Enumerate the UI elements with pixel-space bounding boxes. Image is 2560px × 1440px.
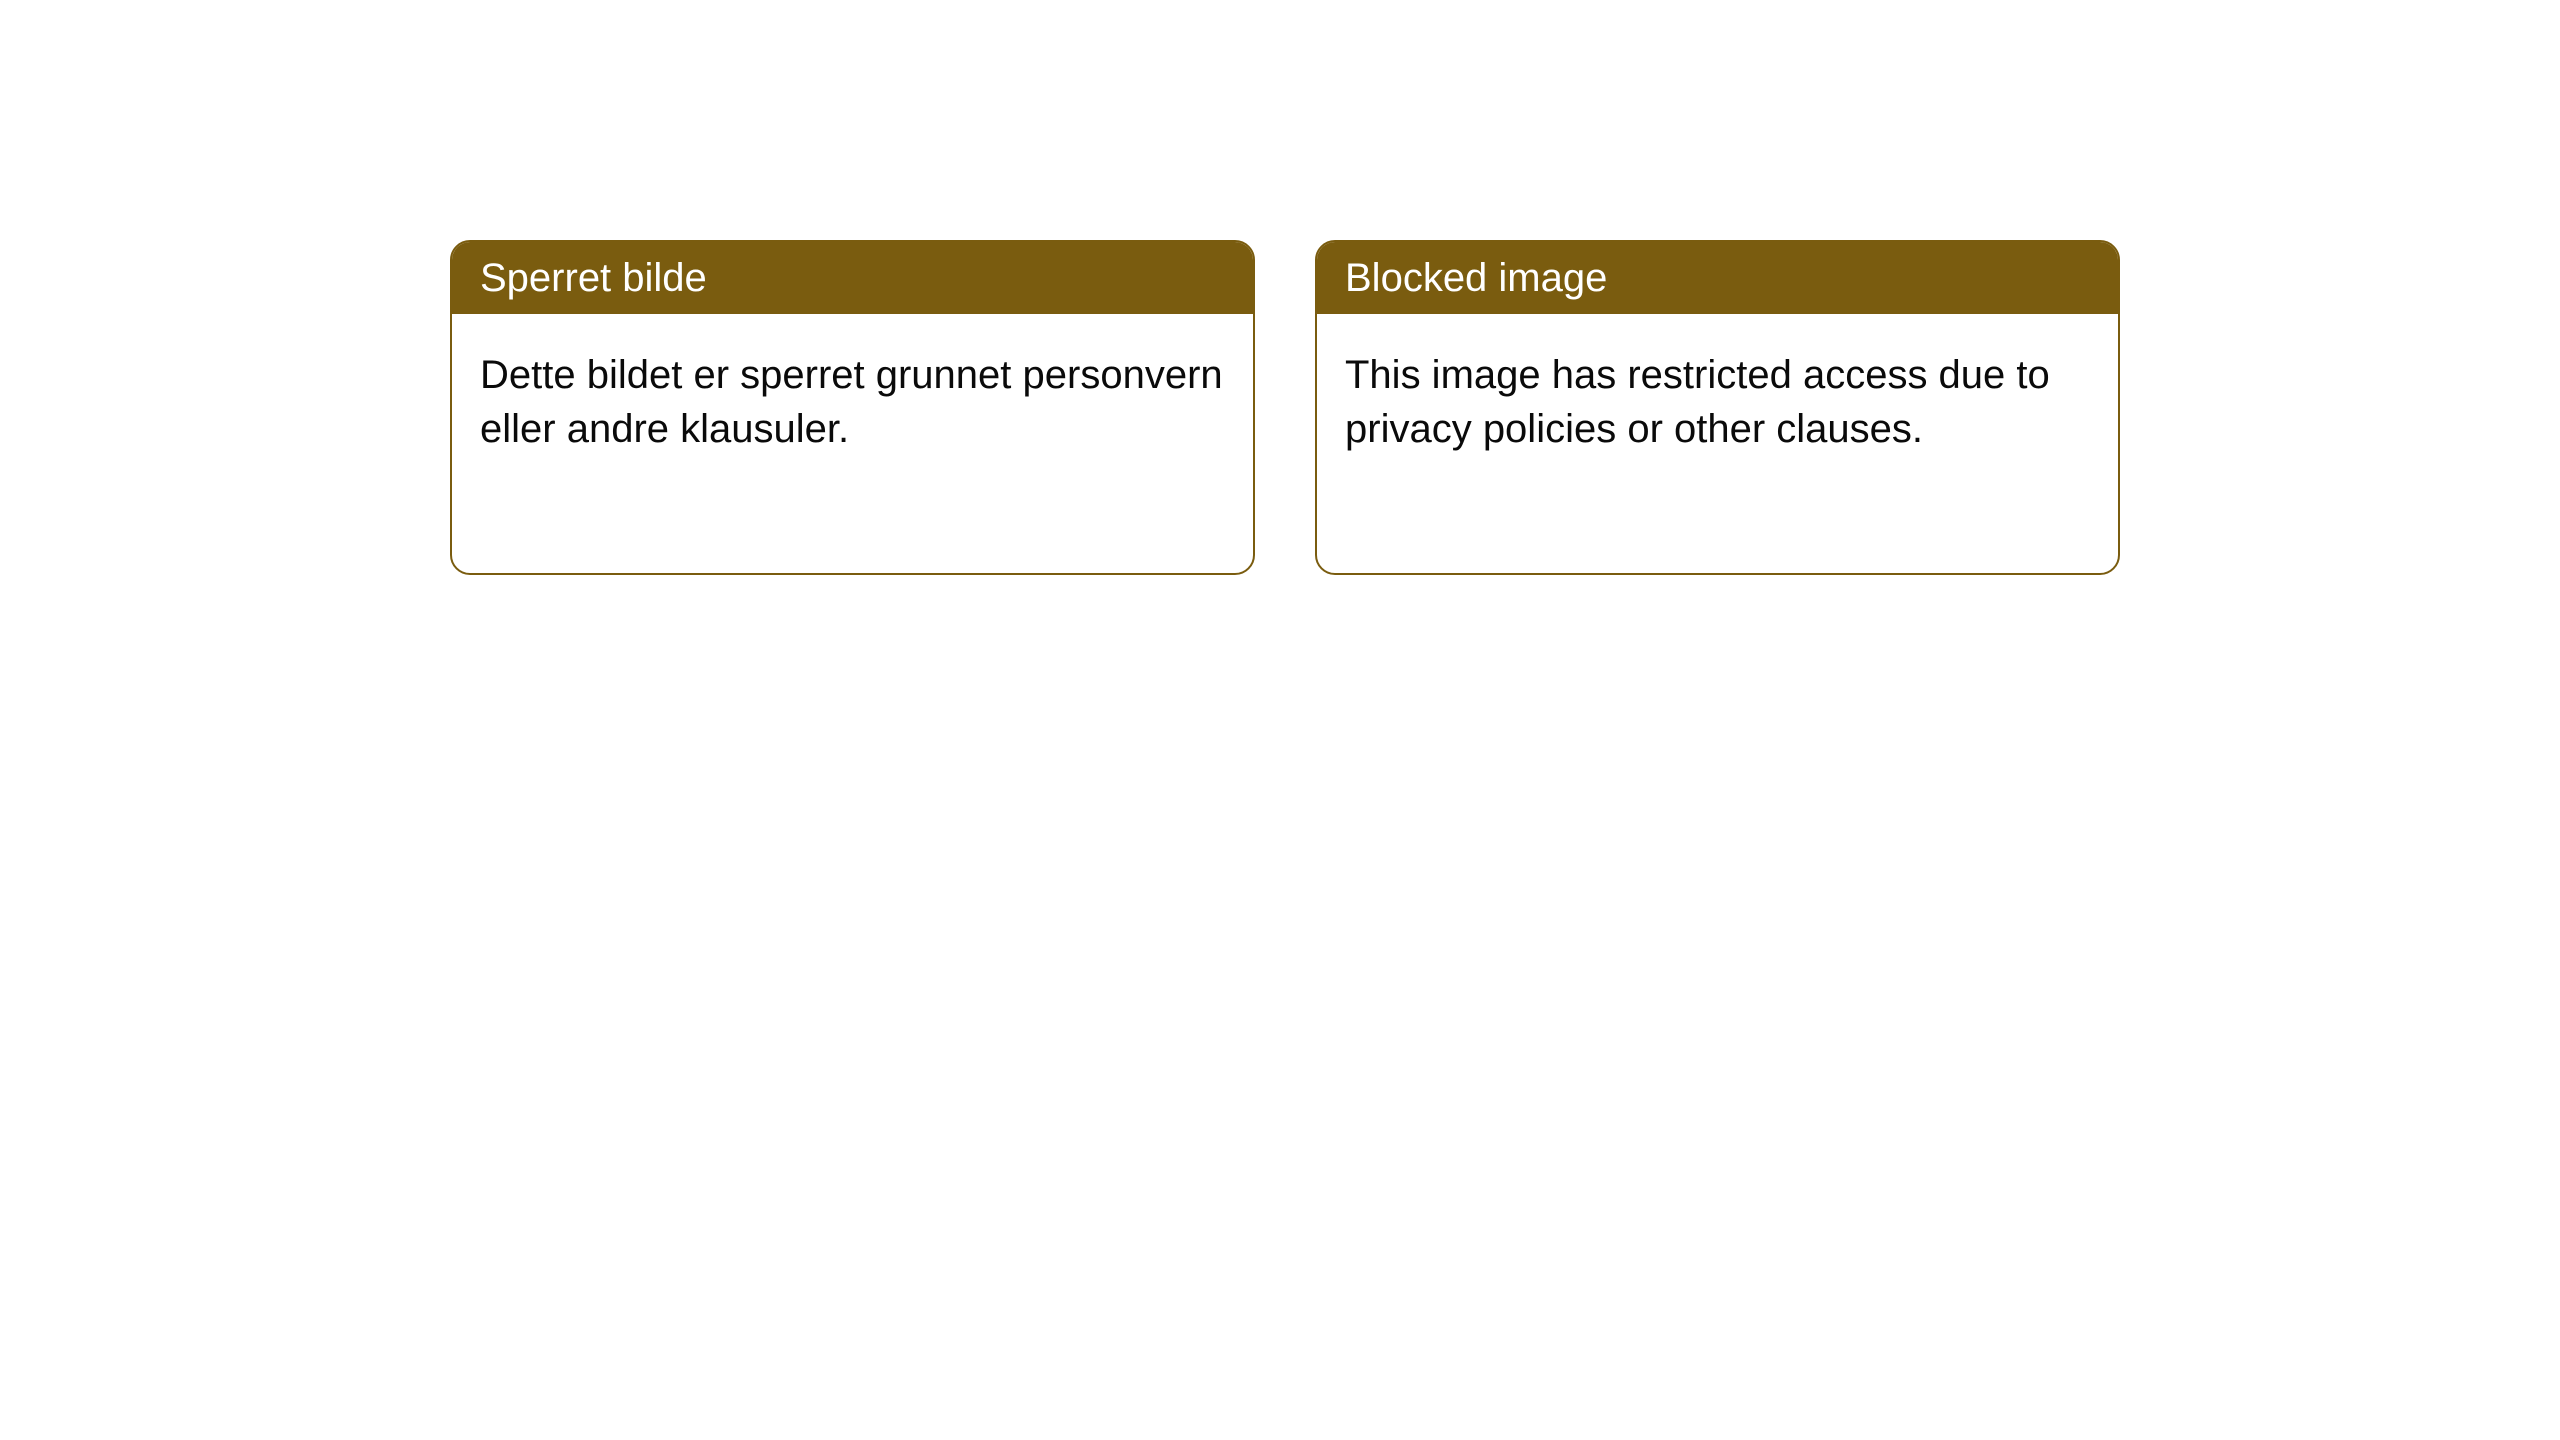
notice-title-en: Blocked image xyxy=(1317,242,2118,314)
notice-card-no: Sperret bilde Dette bildet er sperret gr… xyxy=(450,240,1255,575)
notice-title-no: Sperret bilde xyxy=(452,242,1253,314)
notice-body-en: This image has restricted access due to … xyxy=(1317,314,2118,490)
notice-body-no: Dette bildet er sperret grunnet personve… xyxy=(452,314,1253,490)
notice-container: Sperret bilde Dette bildet er sperret gr… xyxy=(0,0,2560,575)
notice-card-en: Blocked image This image has restricted … xyxy=(1315,240,2120,575)
